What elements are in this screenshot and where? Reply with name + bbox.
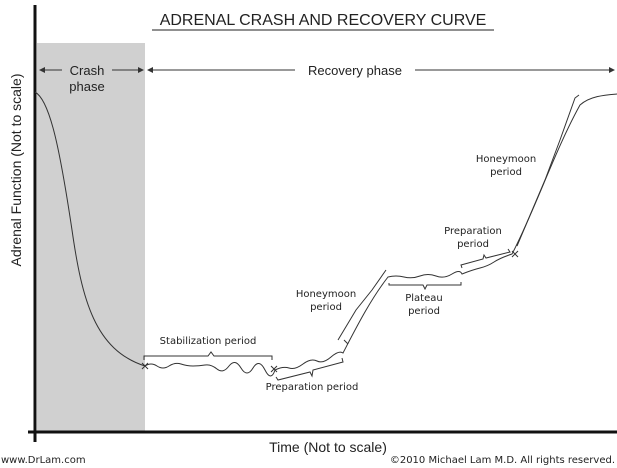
website-label: www.DrLam.com [1,455,86,466]
recovery-phase-arrow [147,67,615,73]
preparation-period-label-2b: period [457,239,489,250]
plateau-period-label-b: period [408,306,440,317]
honeymoon-period-label-1: Honeymoon [296,289,356,300]
preparation-period-label-2: Preparation [444,226,502,237]
y-axis-label: Adrenal Function (Not to scale) [8,74,24,267]
recovery-phase-label: Recovery phase [308,63,402,78]
honeymoon-period-label-2b: period [490,167,522,178]
honeymoon-bracket-2 [516,94,580,247]
stabilization-period-label: Stabilization period [160,336,257,347]
curve-markers [141,250,519,373]
plateau-brace [388,282,462,291]
crash-phase-arrow [39,67,144,73]
preparation-brace-2 [460,248,511,269]
copyright-label: ©2010 Michael Lam M.D. All rights reserv… [390,455,615,466]
preparation-period-label-1: Preparation period [266,382,359,393]
honeymoon-bracket-1 [337,269,387,345]
honeymoon-period-label-2: Honeymoon [476,154,536,165]
adrenal-function-curve [34,91,617,377]
x-axis-label: Time (Not to scale) [269,439,387,455]
stabilization-brace [143,351,273,360]
preparation-brace-1 [275,357,344,381]
crash-phase-shade [37,43,145,431]
crash-phase-label-2: phase [69,79,104,94]
plateau-period-label: Plateau [405,293,442,304]
crash-phase-label: Crash [70,63,105,78]
diagram-title: ADRENAL CRASH AND RECOVERY CURVE [160,12,487,29]
honeymoon-period-label-1b: period [310,302,342,313]
